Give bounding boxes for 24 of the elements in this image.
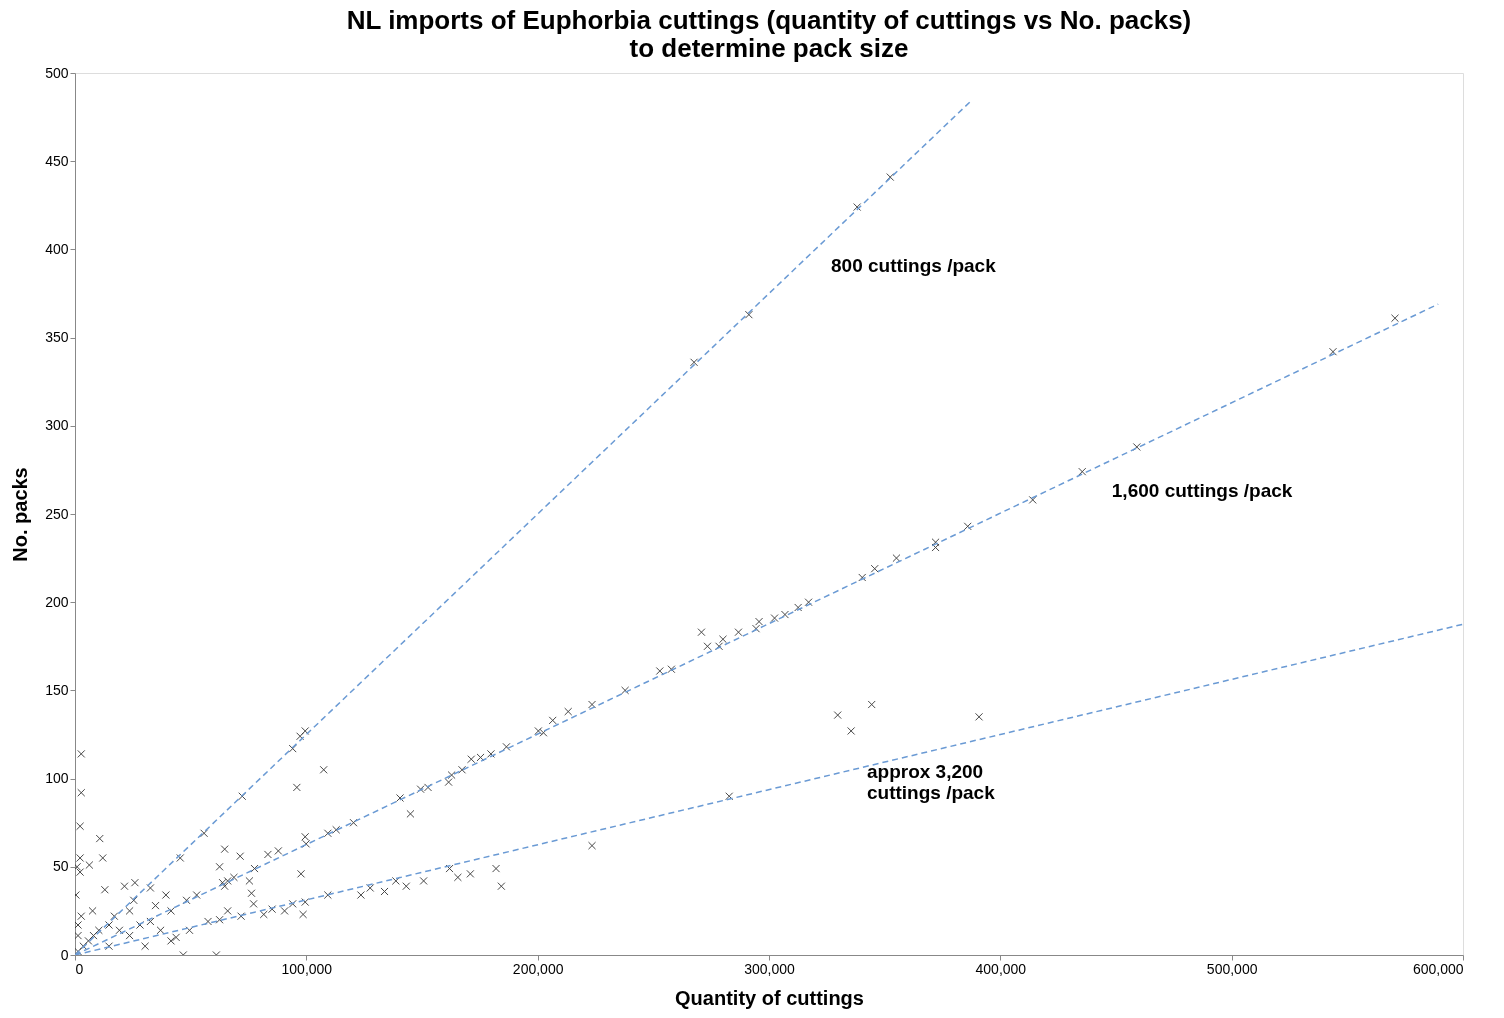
- y-tick-label: 0: [60, 946, 69, 963]
- y-tick-label: 300: [45, 417, 69, 434]
- y-tick-label: 250: [45, 505, 69, 522]
- x-tick-label: 100,000: [281, 960, 333, 977]
- annotation: approx 3,200 cuttings /pack: [867, 761, 996, 803]
- y-axis-title: No. packs: [9, 467, 32, 562]
- x-tick-label: 500,000: [1206, 960, 1258, 977]
- y-tick-label: 50: [52, 858, 69, 875]
- y-tick-label: 100: [45, 770, 69, 787]
- y-tick-label: 200: [45, 593, 69, 610]
- x-axis-title: Quantity of cuttings: [675, 986, 864, 1009]
- annotation: 1,600 cuttings /pack: [1111, 480, 1293, 502]
- y-tick-label: 350: [45, 329, 69, 346]
- x-tick-label: 200,000: [512, 960, 564, 977]
- y-tick-label: 450: [45, 152, 69, 169]
- x-tick-label: 400,000: [975, 960, 1027, 977]
- y-tick-label: 500: [45, 64, 69, 81]
- x-tick-label: 600,000: [1412, 960, 1464, 977]
- annotation: 800 cuttings /pack: [831, 255, 997, 276]
- y-tick-label: 400: [45, 240, 69, 257]
- chart-title: NL imports of Euphorbia cuttings (quantity of cuttings vs No. packs) to determine pack size: [346, 5, 1192, 63]
- y-tick-label: 150: [45, 681, 69, 698]
- x-tick-label: 0: [75, 960, 84, 977]
- x-tick-label: 300,000: [744, 960, 796, 977]
